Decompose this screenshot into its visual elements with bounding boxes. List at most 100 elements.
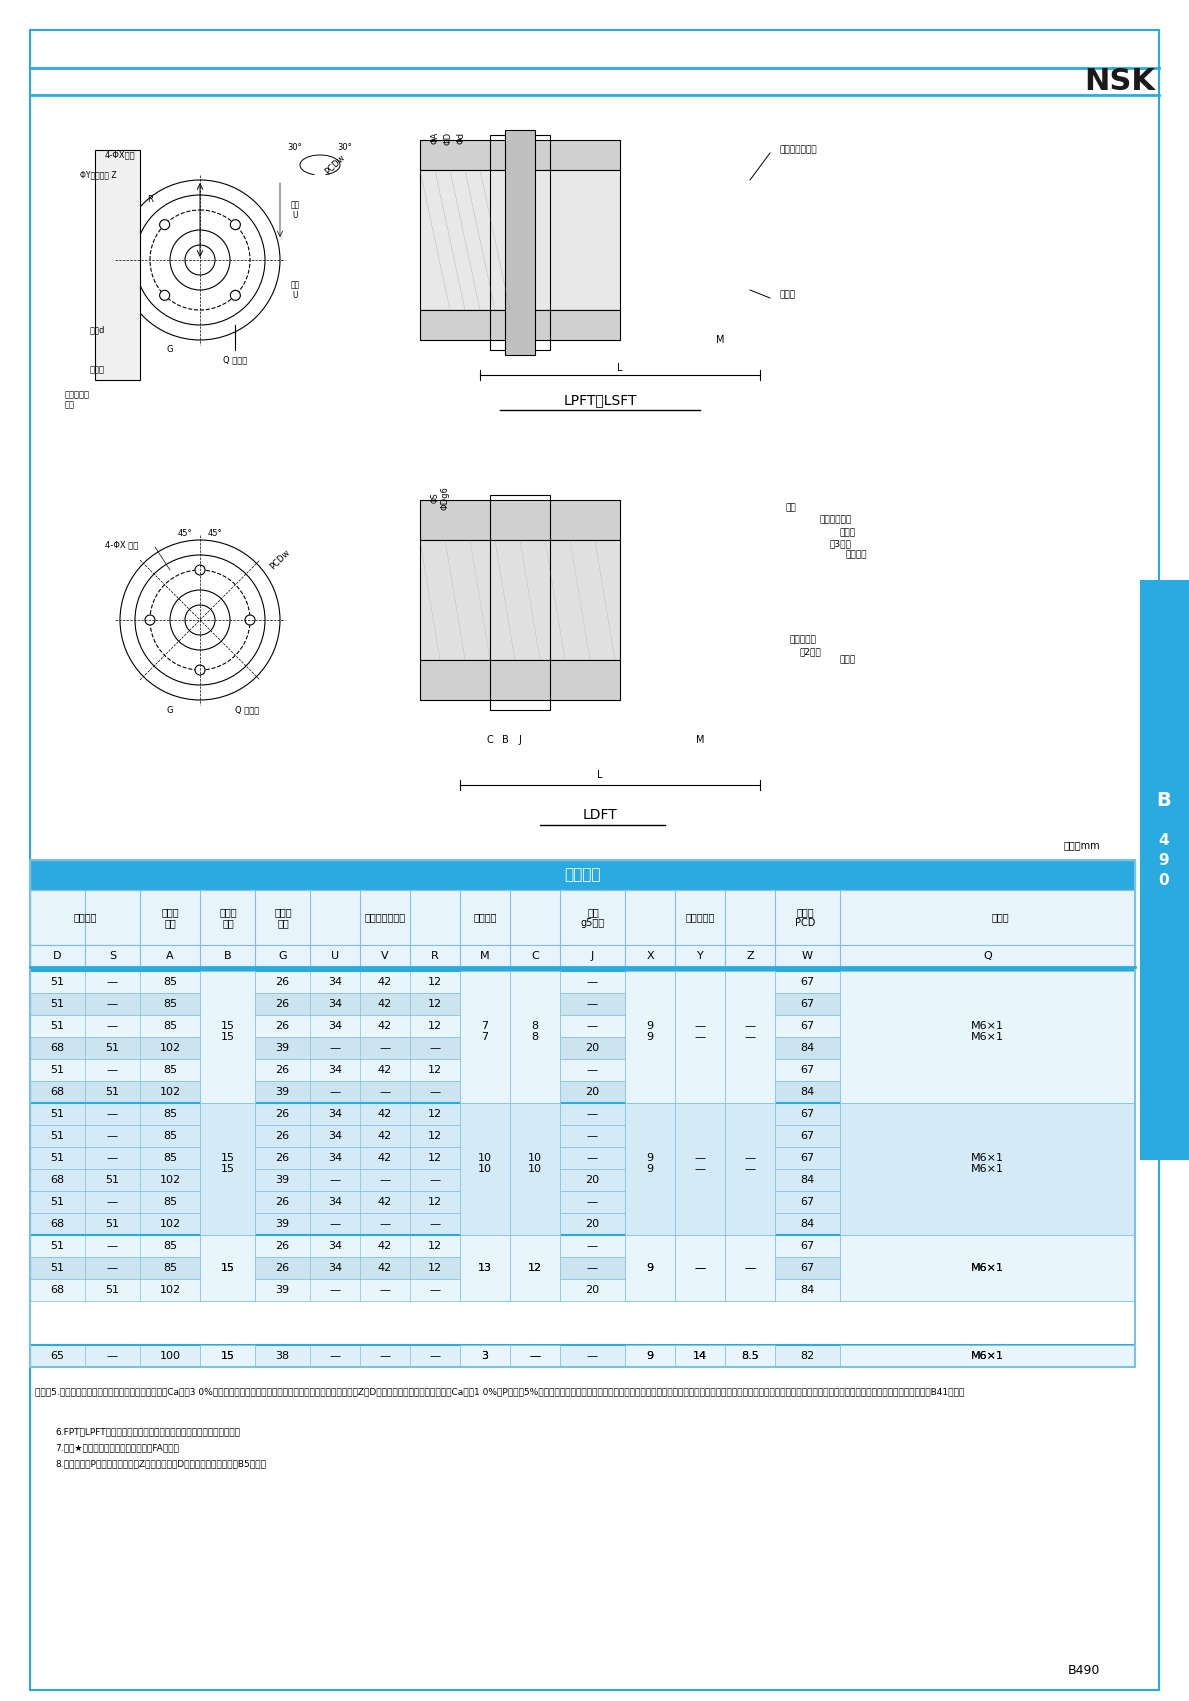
Text: 42: 42 [378,1065,392,1075]
Text: —: — [694,1033,705,1043]
Text: —: — [107,976,118,987]
Bar [30,861,1135,1368]
Text: 螺母外径: 螺母外径 [74,912,96,922]
Text: LDFT: LDFT [583,808,617,822]
Text: 20: 20 [585,1220,599,1230]
Circle shape [145,616,155,624]
Bar [839,1235,1135,1301]
Text: 14: 14 [693,1351,707,1361]
Text: 法兰盘
宽度: 法兰盘 宽度 [219,907,237,929]
Text: M6×1: M6×1 [971,1351,1004,1361]
Text: 15: 15 [220,1021,234,1031]
Text: 51: 51 [50,1065,64,1075]
Text: —: — [587,1153,598,1163]
Text: J: J [518,735,522,745]
Text: —: — [587,998,598,1009]
Text: 42: 42 [378,1109,392,1119]
Text: D: D [54,951,62,961]
Text: W: W [803,951,813,961]
Text: 法兰盘
外径: 法兰盘 外径 [162,907,178,929]
Bar [30,1235,1135,1257]
Circle shape [245,616,254,624]
Text: 67: 67 [800,1021,814,1031]
Bar [30,1279,1135,1301]
Text: —: — [379,1043,390,1053]
Text: 12: 12 [428,1242,442,1250]
Text: Q: Q [983,951,992,961]
Text: ΦDg6: ΦDg6 [440,486,449,510]
Text: 34: 34 [328,1153,342,1163]
Text: 12: 12 [428,1109,442,1119]
Text: —: — [379,1087,390,1097]
Text: 34: 34 [328,976,342,987]
Text: —: — [587,1065,598,1075]
Text: Q 注油孔: Q 注油孔 [222,356,247,364]
Text: 无密封: 无密封 [780,291,797,299]
Text: 84: 84 [800,1284,814,1294]
Bar [30,993,1135,1015]
Bar [420,660,619,701]
Circle shape [231,291,240,301]
Text: 26: 26 [276,1264,290,1272]
Bar [95,150,140,379]
Text: 4-ΦX通孔: 4-ΦX通孔 [105,150,136,160]
Text: —: — [329,1087,340,1097]
Text: 9: 9 [1159,852,1169,868]
Text: 51: 51 [50,1131,64,1141]
Text: 9: 9 [647,1351,654,1361]
Text: 0: 0 [1159,873,1169,888]
Text: 15: 15 [220,1264,234,1272]
Text: 12: 12 [428,1065,442,1075]
Text: R: R [432,951,439,961]
Text: 42: 42 [378,1131,392,1141]
Bar [510,971,560,1102]
Text: —: — [329,1351,340,1361]
Bar [420,139,619,170]
Bar [30,1124,1135,1146]
Text: 12: 12 [528,1264,542,1272]
Text: M6×1: M6×1 [971,1264,1004,1272]
Text: 10: 10 [478,1163,492,1174]
Text: —: — [694,1264,705,1272]
Bar [839,1102,1135,1235]
Bar [30,946,1135,966]
Text: —: — [429,1043,441,1053]
Bar [839,971,1135,1102]
Text: PCDw: PCDw [268,548,291,572]
Text: C: C [531,951,539,961]
Bar [725,1235,775,1301]
Text: 20: 20 [585,1284,599,1294]
Bar [675,1345,725,1368]
Bar [490,134,551,350]
Text: —: — [587,1242,598,1250]
Bar [30,1082,1135,1102]
Text: —: — [587,1351,598,1361]
Text: 15: 15 [220,1163,234,1174]
Text: —: — [529,1351,541,1361]
Text: 9: 9 [647,1153,654,1163]
Text: 26: 26 [276,1131,290,1141]
Text: 8.5: 8.5 [741,1351,759,1361]
Text: 67: 67 [800,976,814,987]
Bar [510,1102,560,1235]
Text: 8.预压方式：P：超规钢球预压；Z：偏移预压；D：双螺母预压（请参照B5页）。: 8.预压方式：P：超规钢球预压；Z：偏移预压；D：双螺母预压（请参照B5页）。 [55,1459,266,1468]
Text: 39: 39 [276,1087,290,1097]
Text: G: G [278,951,287,961]
Bar [30,1102,1135,1124]
Text: 34: 34 [328,1198,342,1208]
Bar [30,1213,1135,1235]
Text: 最大
U: 最大 U [290,281,300,299]
Text: 102: 102 [159,1175,181,1186]
Text: 螺母座及其
间隙: 螺母座及其 间隙 [65,390,90,410]
Text: 无密封: 无密封 [839,655,856,665]
Bar [420,500,619,539]
Text: 45°: 45° [177,529,193,538]
Text: 14: 14 [693,1351,707,1361]
Bar [30,1169,1135,1191]
Text: 13: 13 [478,1264,492,1272]
Text: M6×1: M6×1 [971,1021,1004,1031]
Text: 9: 9 [647,1033,654,1043]
Text: 42: 42 [378,1242,392,1250]
Text: 42: 42 [378,1021,392,1031]
Text: Q 注油孔: Q 注油孔 [235,706,259,714]
